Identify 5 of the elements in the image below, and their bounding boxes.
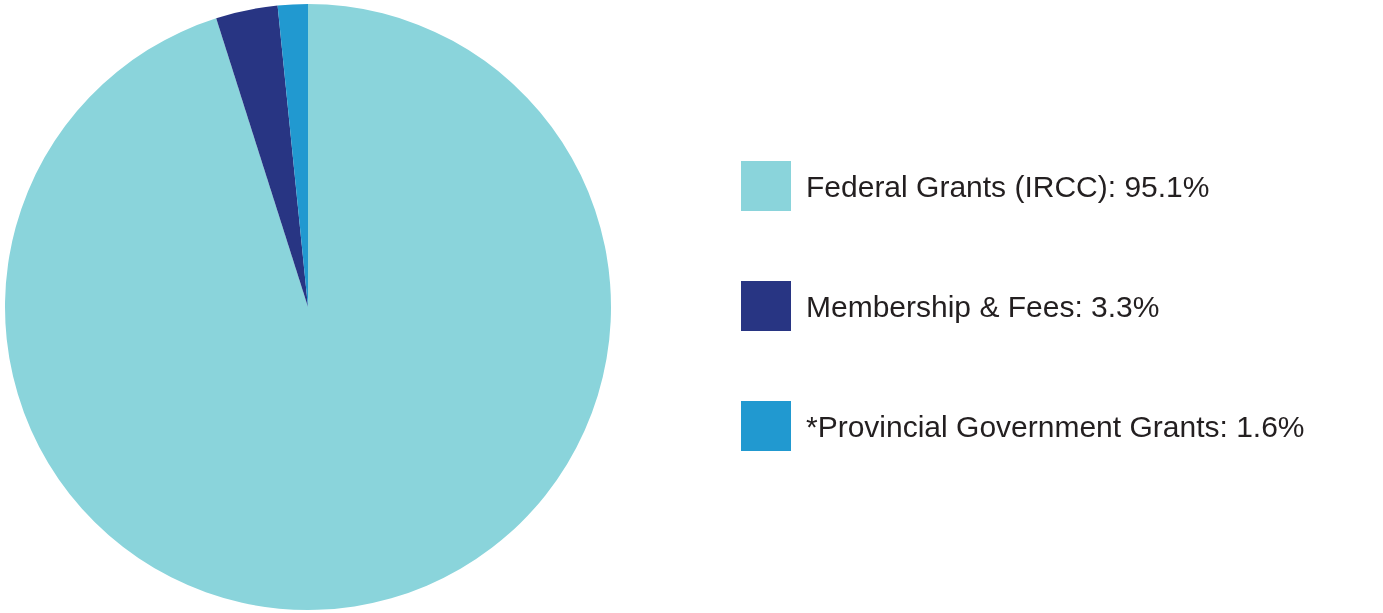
legend-label: *Provincial Government Grants: 1.6% <box>806 409 1305 443</box>
pie-slice <box>5 4 611 610</box>
legend-label: Membership & Fees: 3.3% <box>806 289 1160 323</box>
legend-label: Federal Grants (IRCC): 95.1% <box>806 169 1210 203</box>
pie-slice <box>216 5 308 307</box>
